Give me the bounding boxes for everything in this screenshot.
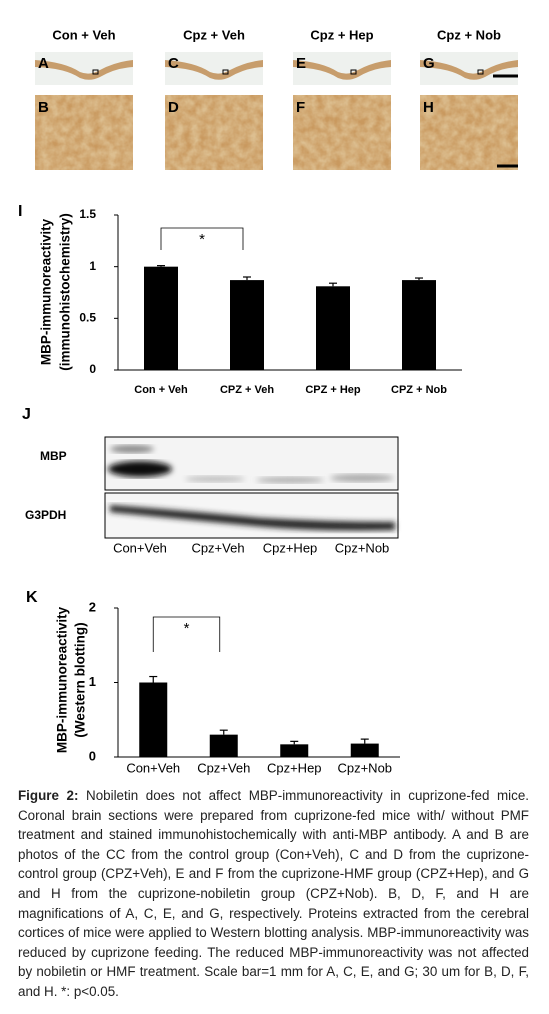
x-tick-label: CPZ + Nob <box>391 384 447 396</box>
y-tick-label: 0 <box>89 748 96 763</box>
blot-row-label: G3PDH <box>25 508 66 522</box>
x-tick-label: Cpz+Veh <box>197 760 250 775</box>
blot-band <box>108 461 172 477</box>
roi-box <box>350 69 357 75</box>
significance-mark: * <box>199 231 205 248</box>
error-bar <box>360 738 369 744</box>
panel-letter: F <box>296 99 305 116</box>
blot-lane-label: Cpz+Veh <box>191 540 244 555</box>
caption-label: Figure 2: <box>18 788 79 803</box>
bar <box>350 743 379 757</box>
tissue-band <box>420 60 518 80</box>
y-axis-label: (Western blotting) <box>73 622 88 737</box>
blot-band <box>110 505 395 531</box>
blot-band <box>185 476 245 482</box>
y-tick-label: 0.5 <box>79 311 96 325</box>
significance-mark: * <box>184 620 190 637</box>
column-label: Cpz + Hep <box>310 27 373 42</box>
micrograph <box>35 95 133 170</box>
tissue-band <box>293 60 391 80</box>
blot-band <box>330 474 394 482</box>
x-tick-label: CPZ + Hep <box>305 384 361 396</box>
panel-letter: H <box>423 99 434 116</box>
significance-bracket <box>152 616 221 652</box>
x-tick-label: Cpz+Hep <box>267 760 322 775</box>
panel-letter: A <box>38 55 49 72</box>
panel-label: K <box>26 589 38 606</box>
blot-row-label: MBP <box>40 449 67 463</box>
column-label: Cpz + Nob <box>437 27 501 42</box>
y-tick-label: 2 <box>89 599 96 614</box>
micrograph <box>420 95 518 170</box>
error-bar <box>219 729 228 735</box>
significance-bracket <box>160 227 244 250</box>
panel-letter: G <box>423 55 435 72</box>
error-bar <box>415 277 423 281</box>
error-bar <box>329 282 337 287</box>
x-tick-label: Con + Veh <box>134 384 188 396</box>
panel-letter: E <box>296 55 306 72</box>
y-tick-label: 1.5 <box>79 207 96 221</box>
tissue-band <box>165 60 263 80</box>
panel-letter: B <box>38 99 49 116</box>
panel-letter: C <box>168 55 179 72</box>
bar <box>209 734 238 757</box>
roi-box <box>92 69 99 75</box>
roi-box <box>222 69 229 75</box>
bar <box>139 682 168 757</box>
panel-label: I <box>18 203 22 220</box>
bar <box>280 744 309 757</box>
y-tick-label: 0 <box>89 362 96 376</box>
y-axis-label: MBP-immunoreactivity <box>39 218 54 365</box>
error-bar <box>157 265 165 267</box>
y-axis-label: (immunohistochemistry) <box>58 213 73 371</box>
column-label: Con + Veh <box>52 27 115 42</box>
error-bar <box>290 740 299 745</box>
y-tick-label: 1 <box>89 259 96 273</box>
x-tick-label: Cpz+Nob <box>337 760 392 775</box>
y-axis-label: MBP-immunoreactivity <box>55 606 70 753</box>
caption: Figure 2: Nobiletin does not affect MBP-… <box>18 786 529 1002</box>
x-tick-label: Con+Veh <box>126 760 180 775</box>
micrograph <box>165 95 263 170</box>
micrograph <box>293 95 391 170</box>
blot-lane-label: Cpz+Hep <box>263 540 318 555</box>
panel-label: J <box>22 406 31 423</box>
blot-band <box>256 477 324 483</box>
tissue-band <box>35 60 133 80</box>
bar <box>402 280 436 370</box>
blot-band <box>110 445 154 453</box>
x-tick-label: CPZ + Veh <box>220 384 274 396</box>
panel-letter: D <box>168 99 179 116</box>
caption-text: Nobiletin does not affect MBP-immunoreac… <box>18 788 529 999</box>
error-bar <box>243 276 251 281</box>
bar <box>144 266 178 370</box>
blot-lane-label: Con+Veh <box>113 540 167 555</box>
blot-lane-label: Cpz+Nob <box>335 540 390 555</box>
bar <box>230 280 264 370</box>
error-bar <box>149 675 158 683</box>
y-tick-label: 1 <box>89 674 96 689</box>
bar <box>316 286 350 370</box>
roi-box <box>477 69 484 75</box>
column-label: Cpz + Veh <box>183 27 245 42</box>
